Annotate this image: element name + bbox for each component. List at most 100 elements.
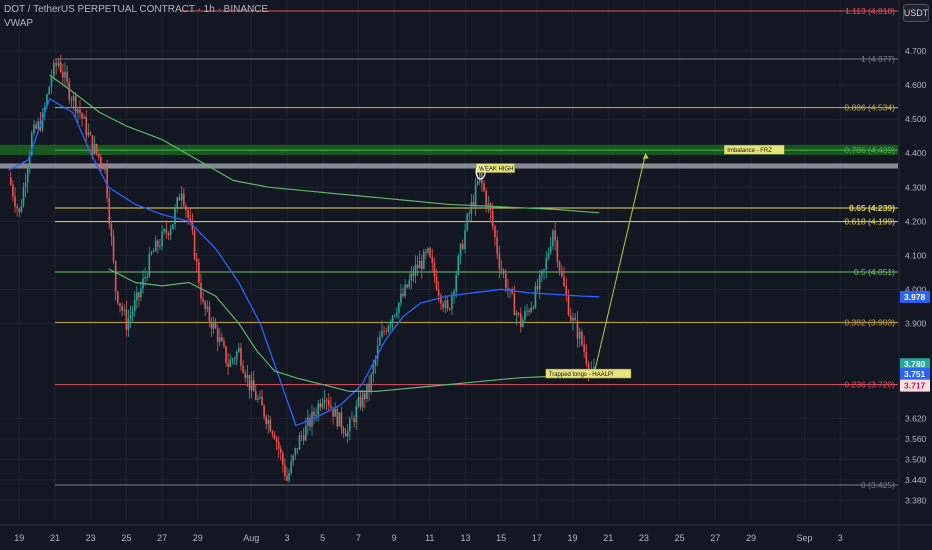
candle-body [161, 231, 163, 247]
candle-body [554, 230, 556, 241]
candle-body [500, 268, 503, 271]
annotation-bg [723, 144, 785, 155]
candle-body [240, 347, 242, 366]
x-tick-label: 9 [392, 533, 397, 543]
candle-body [252, 380, 255, 392]
candle-body [37, 121, 40, 129]
candle-body [214, 322, 217, 329]
candle-body [59, 62, 62, 72]
candle-body [515, 312, 518, 316]
candle-body [552, 230, 554, 246]
candle-body [133, 300, 136, 312]
candle-body [391, 315, 394, 323]
candle-body [408, 280, 411, 288]
candle-body [296, 448, 299, 450]
candle-body [174, 208, 176, 225]
candle-body [171, 224, 174, 229]
candle-body [466, 214, 469, 231]
candle-body [355, 406, 358, 423]
candle-body [583, 344, 585, 352]
price-badge-text: 3.717 [904, 381, 926, 391]
candle-body [502, 270, 505, 274]
x-tick-label: 29 [193, 533, 203, 543]
candle-body [187, 210, 189, 219]
candle-body [87, 132, 90, 136]
candle-body [229, 359, 232, 367]
fib-label: 1.113 (4.818) [845, 6, 895, 16]
fib-label: 0.236 (3.720) [844, 380, 895, 390]
candle-body [275, 438, 278, 442]
x-tick-label: Sep [797, 533, 813, 543]
currency-button[interactable]: USDT [903, 4, 929, 22]
x-tick-label: 27 [157, 533, 167, 543]
candle-body [91, 135, 94, 154]
candle-body [24, 183, 27, 188]
candle-body [108, 197, 111, 225]
candle-body [31, 133, 33, 155]
candle-body [585, 351, 588, 364]
x-tick-label: 17 [532, 533, 542, 543]
x-axis[interactable]: 19 21 23 25 27 29 Aug 3 5 7 9 11 13 15 17 19 21 23 25 27 29 S… [14, 533, 842, 543]
candle-body [235, 352, 238, 360]
candle-body [121, 306, 123, 311]
candle-body [254, 391, 257, 400]
candle-body [200, 282, 202, 299]
price-badge [900, 368, 930, 381]
candle-body [74, 96, 77, 113]
candle-body [451, 294, 453, 310]
y-tick-label: 4.200 [905, 216, 927, 226]
candle-body [494, 226, 496, 238]
y-tick-label: 4.600 [905, 80, 927, 90]
candle-body [290, 461, 292, 474]
candle-body [351, 418, 353, 420]
x-tick-label: 21 [603, 533, 613, 543]
candle-body [223, 340, 225, 347]
candle-body [485, 190, 487, 206]
candle-body [159, 246, 161, 248]
candle-body [536, 286, 539, 290]
candle-body [483, 183, 485, 191]
candle-body [117, 291, 119, 304]
candle-body [455, 274, 457, 291]
candle-body [504, 273, 507, 289]
candle-body [129, 315, 132, 319]
candle-body [400, 293, 402, 303]
candle-body [77, 109, 79, 113]
candle-body [163, 229, 166, 232]
candle-body [338, 412, 341, 427]
annotation-text: Trapped longs - HAALP! [549, 372, 614, 378]
candle-body [563, 276, 565, 287]
candle-body [140, 288, 142, 298]
candle-body [429, 248, 431, 258]
candle-body [227, 362, 229, 367]
candle-body [35, 124, 37, 129]
candle-body [517, 312, 520, 314]
candle-body [165, 229, 168, 233]
candle-body [472, 202, 475, 207]
candle-body [206, 306, 209, 309]
y-tick-label: 4.300 [905, 182, 927, 192]
chart-title[interactable]: DOT / TetherUS PERPETUAL CONTRACT · 1h ·… [4, 4, 269, 15]
candle-body [176, 197, 179, 209]
x-tick-label: 13 [460, 533, 470, 543]
candle-body [242, 365, 244, 373]
candle-body [509, 288, 511, 290]
candle-body [547, 252, 550, 259]
candle-body [313, 411, 315, 416]
candle-body [265, 416, 267, 424]
candle-body [468, 213, 471, 215]
candle-body [385, 331, 388, 333]
y-tick-label: 4.400 [905, 148, 927, 158]
candle-body [204, 301, 207, 309]
candle-body [395, 313, 398, 316]
y-axis[interactable]: 4.700 4.600 4.500 4.400 4.300 4.200 4.100 4.000… [905, 46, 927, 505]
fib-levels: 1.113 (4.818) 1 (4.677) 0.886 (4.534) 0.786… [55, 6, 898, 490]
fib-label: 0.786 (4.409) [844, 145, 895, 155]
candle-body [556, 240, 559, 262]
candle-body [208, 306, 211, 322]
indicator-label[interactable]: VWAP [4, 18, 34, 29]
candle-body [524, 310, 526, 320]
x-tick-label: 15 [496, 533, 506, 543]
candle-body [22, 187, 25, 206]
